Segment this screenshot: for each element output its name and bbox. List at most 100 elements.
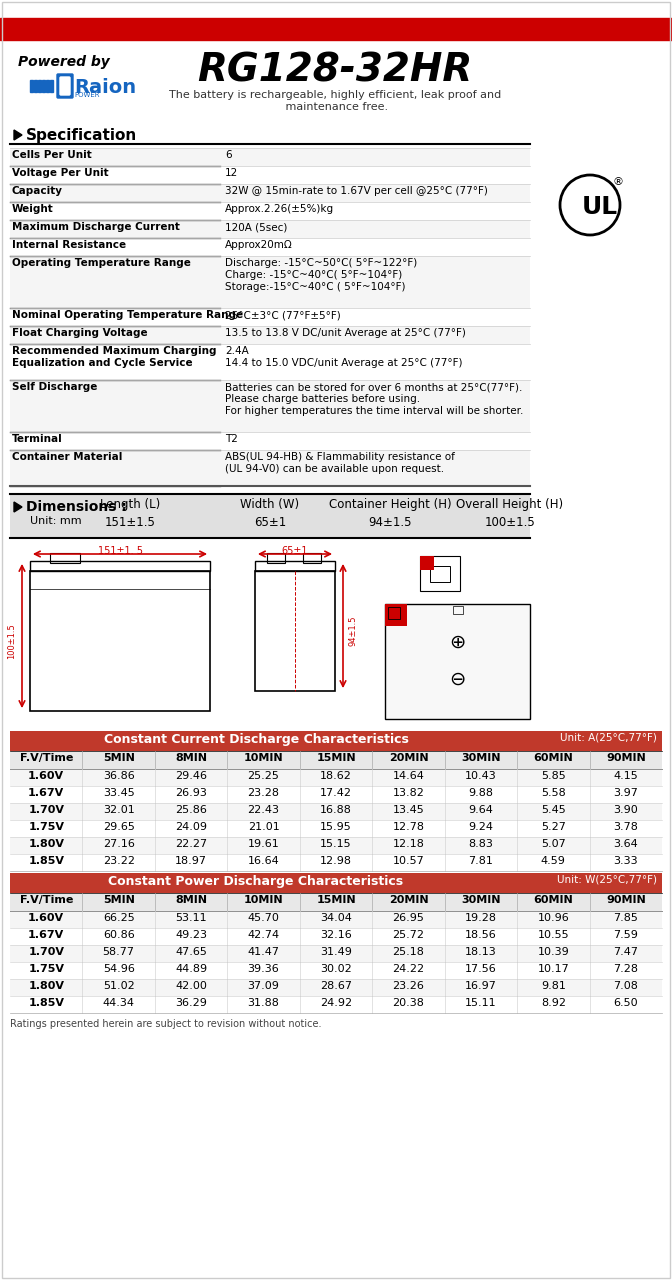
Text: 32.16: 32.16	[320, 931, 352, 940]
Text: 151±1.5: 151±1.5	[105, 516, 155, 529]
Text: 22.43: 22.43	[247, 805, 280, 815]
Text: 22.27: 22.27	[175, 838, 207, 849]
Bar	[50, 79, 52, 92]
Text: 1.60V: 1.60V	[28, 771, 65, 781]
Bar	[10, 344, 530, 380]
Text: Float Charging Voltage: Float Charging Voltage	[12, 328, 148, 338]
Bar	[385, 604, 530, 719]
Polygon shape	[14, 502, 22, 512]
Text: Ratings presented herein are subject to revision without notice.: Ratings presented herein are subject to …	[10, 1019, 321, 1029]
Text: 24.92: 24.92	[320, 998, 352, 1009]
Text: Unit: A(25°C,77°F): Unit: A(25°C,77°F)	[560, 733, 657, 742]
Text: 54.96: 54.96	[103, 964, 134, 974]
Bar	[267, 553, 285, 563]
Bar	[0, 18, 672, 40]
Text: Storage:-15°C~40°C ( 5°F~104°F): Storage:-15°C~40°C ( 5°F~104°F)	[225, 282, 405, 292]
Bar	[10, 854, 662, 870]
Text: 5.27: 5.27	[541, 822, 566, 832]
Text: 3.78: 3.78	[614, 822, 638, 832]
Text: 21.01: 21.01	[248, 822, 280, 832]
Text: 8MIN: 8MIN	[175, 753, 207, 763]
Text: 23.22: 23.22	[103, 856, 134, 867]
Text: 5.58: 5.58	[541, 788, 566, 797]
Bar	[10, 166, 530, 184]
Text: 19.61: 19.61	[248, 838, 280, 849]
Text: 100±1.5: 100±1.5	[485, 516, 536, 529]
Text: 120A (5sec): 120A (5sec)	[225, 221, 288, 232]
Text: 10.57: 10.57	[392, 856, 424, 867]
Text: Cells Per Unit: Cells Per Unit	[12, 150, 92, 160]
Text: POWER: POWER	[74, 92, 99, 99]
Text: 5.45: 5.45	[541, 805, 566, 815]
Text: Capacity: Capacity	[12, 186, 63, 196]
Text: 12: 12	[225, 168, 239, 178]
Text: ®: ®	[612, 177, 623, 187]
Text: Constant Power Discharge Characteristics: Constant Power Discharge Characteristics	[108, 876, 404, 888]
Text: 65±1: 65±1	[254, 516, 286, 529]
Text: 10.96: 10.96	[538, 913, 569, 923]
Text: 60.86: 60.86	[103, 931, 134, 940]
Text: 18.97: 18.97	[175, 856, 207, 867]
Bar	[10, 911, 662, 928]
Text: 29.46: 29.46	[175, 771, 207, 781]
Text: 5.07: 5.07	[541, 838, 566, 849]
Text: 1.67V: 1.67V	[28, 931, 65, 940]
Bar	[255, 571, 335, 691]
Text: 7.81: 7.81	[468, 856, 493, 867]
Text: 60MIN: 60MIN	[534, 753, 573, 763]
Text: 20MIN: 20MIN	[388, 895, 428, 905]
Text: 36.86: 36.86	[103, 771, 134, 781]
FancyBboxPatch shape	[57, 74, 73, 99]
Text: 30MIN: 30MIN	[461, 753, 501, 763]
Text: 90MIN: 90MIN	[606, 895, 646, 905]
Bar	[10, 380, 530, 431]
Text: 14.64: 14.64	[392, 771, 425, 781]
Text: Container Height (H): Container Height (H)	[329, 498, 452, 511]
Bar	[10, 184, 530, 202]
Text: 36.29: 36.29	[175, 998, 207, 1009]
Text: 90MIN: 90MIN	[606, 753, 646, 763]
Bar	[10, 431, 530, 451]
Text: 12.78: 12.78	[392, 822, 425, 832]
Bar	[10, 945, 662, 963]
Bar	[30, 561, 210, 571]
Text: 9.88: 9.88	[468, 788, 493, 797]
Text: Constant Current Discharge Characteristics: Constant Current Discharge Characteristi…	[103, 733, 409, 746]
Text: 8.83: 8.83	[468, 838, 493, 849]
Bar	[255, 561, 335, 571]
Text: 17.42: 17.42	[320, 788, 352, 797]
Text: 31.49: 31.49	[320, 947, 352, 957]
Bar	[10, 148, 530, 166]
Text: 28.67: 28.67	[320, 980, 352, 991]
Text: 4.59: 4.59	[541, 856, 566, 867]
Bar	[10, 256, 530, 308]
Text: 51.02: 51.02	[103, 980, 134, 991]
Text: 16.88: 16.88	[320, 805, 352, 815]
Text: 25°C±3°C (77°F±5°F): 25°C±3°C (77°F±5°F)	[225, 310, 341, 320]
Text: 9.64: 9.64	[468, 805, 493, 815]
Bar	[38, 79, 40, 92]
Text: Self Discharge: Self Discharge	[12, 381, 97, 392]
Text: 14.4 to 15.0 VDC/unit Average at 25°C (77°F): 14.4 to 15.0 VDC/unit Average at 25°C (7…	[225, 358, 462, 369]
Bar	[10, 979, 662, 996]
Text: 17.56: 17.56	[465, 964, 497, 974]
Text: Discharge: -15°C~50°C( 5°F~122°F): Discharge: -15°C~50°C( 5°F~122°F)	[225, 259, 417, 268]
Text: 1.60V: 1.60V	[28, 913, 65, 923]
Bar	[10, 731, 662, 751]
Bar	[30, 79, 32, 92]
Bar	[420, 556, 434, 570]
Text: 32.01: 32.01	[103, 805, 134, 815]
Text: Raion: Raion	[74, 78, 136, 97]
Bar	[10, 451, 530, 486]
Text: 15.95: 15.95	[320, 822, 352, 832]
Bar	[10, 326, 530, 344]
Text: 1.75V: 1.75V	[28, 822, 65, 832]
Text: ABS(UL 94-HB) & Flammability resistance of: ABS(UL 94-HB) & Flammability resistance …	[225, 452, 455, 462]
Text: 13.5 to 13.8 V DC/unit Average at 25°C (77°F): 13.5 to 13.8 V DC/unit Average at 25°C (…	[225, 328, 466, 338]
Text: 151±1. 5: 151±1. 5	[97, 547, 142, 556]
Text: 26.95: 26.95	[392, 913, 425, 923]
Text: Operating Temperature Range: Operating Temperature Range	[12, 259, 191, 268]
Bar	[10, 786, 662, 803]
Text: 29.65: 29.65	[103, 822, 134, 832]
Text: 15MIN: 15MIN	[317, 753, 355, 763]
